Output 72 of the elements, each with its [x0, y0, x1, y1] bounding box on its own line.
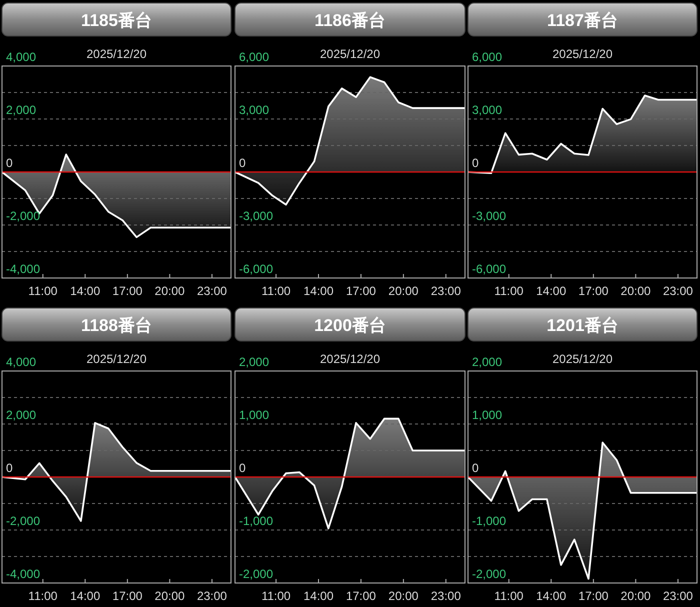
- y-tick-label: 0: [6, 156, 13, 170]
- y-tick-label: -1,000: [239, 514, 274, 528]
- x-tick-label: 23:00: [430, 589, 462, 603]
- x-tick-label: 14:00: [303, 284, 334, 298]
- y-tick-label: 0: [239, 461, 246, 476]
- x-tick-label: 17:00: [112, 284, 143, 298]
- chart-subtitle: 2025/12/20: [320, 352, 380, 366]
- y-tick-label: 0: [472, 461, 479, 476]
- x-tick-label: 11:00: [494, 589, 524, 603]
- x-tick-label: 23:00: [196, 284, 228, 298]
- x-tick-label: 11:00: [261, 284, 291, 298]
- x-tick-label: 23:00: [430, 284, 462, 298]
- y-tick-label: 4,000: [6, 355, 36, 370]
- x-tick-label: 23:00: [662, 589, 694, 603]
- y-tick-label: 2,000: [6, 408, 36, 422]
- y-tick-label: 6,000: [472, 50, 502, 64]
- y-tick-label: 0: [239, 156, 246, 170]
- chart-subtitle: 2025/12/20: [552, 352, 613, 366]
- chart-title: 1187番台: [547, 11, 618, 30]
- y-tick-label: -6,000: [239, 262, 274, 276]
- chart-title: 1201番台: [546, 316, 618, 335]
- x-tick-label: 14:00: [536, 589, 566, 603]
- chart-subtitle: 2025/12/20: [86, 352, 147, 366]
- y-tick-label: -2,000: [6, 514, 40, 528]
- x-tick-label: 17:00: [578, 284, 609, 298]
- x-tick-label: 23:00: [662, 284, 694, 298]
- x-tick-label: 14:00: [536, 284, 566, 298]
- x-tick-label: 11:00: [494, 284, 524, 298]
- chart-title: 1188番台: [81, 316, 152, 335]
- chart-subtitle: 2025/12/20: [320, 47, 380, 61]
- chart-title: 1186番台: [314, 11, 386, 30]
- chart-title: 1185番台: [81, 11, 152, 30]
- x-tick-label: 23:00: [196, 589, 228, 603]
- y-tick-label: -2,000: [472, 567, 506, 582]
- x-tick-label: 20:00: [154, 284, 186, 298]
- y-tick-label: -4,000: [6, 567, 40, 582]
- x-tick-label: 14:00: [70, 284, 100, 298]
- y-tick-label: -4,000: [6, 262, 40, 276]
- x-tick-label: 20:00: [154, 589, 186, 603]
- y-tick-label: -2,000: [6, 209, 40, 224]
- x-tick-label: 17:00: [346, 589, 376, 603]
- x-tick-label: 20:00: [388, 589, 419, 603]
- y-tick-label: -3,000: [472, 209, 506, 224]
- y-tick-label: 3,000: [472, 103, 502, 118]
- chart-title: 1200番台: [314, 316, 386, 335]
- y-tick-label: 2,000: [472, 355, 502, 370]
- y-tick-label: -6,000: [472, 262, 506, 276]
- y-tick-label: 1,000: [239, 408, 270, 422]
- x-tick-label: 17:00: [112, 589, 143, 603]
- x-tick-label: 11:00: [28, 284, 58, 298]
- chart-subtitle: 2025/12/20: [86, 47, 147, 61]
- y-tick-label: 0: [6, 461, 13, 476]
- x-tick-label: 20:00: [620, 589, 652, 603]
- y-tick-label: 0: [472, 156, 479, 170]
- x-tick-label: 11:00: [261, 589, 291, 603]
- x-tick-label: 17:00: [346, 284, 376, 298]
- x-tick-label: 20:00: [388, 284, 419, 298]
- y-tick-label: 6,000: [239, 50, 270, 64]
- y-tick-label: 3,000: [239, 103, 270, 118]
- y-tick-label: -1,000: [472, 514, 506, 528]
- x-tick-label: 14:00: [303, 589, 334, 603]
- x-tick-label: 17:00: [578, 589, 609, 603]
- x-tick-label: 11:00: [28, 589, 58, 603]
- y-tick-label: -2,000: [239, 567, 274, 582]
- chart-subtitle: 2025/12/20: [552, 47, 613, 61]
- y-tick-label: -3,000: [239, 209, 274, 224]
- y-tick-label: 2,000: [6, 103, 36, 118]
- x-tick-label: 14:00: [70, 589, 100, 603]
- y-tick-label: 1,000: [472, 408, 502, 422]
- y-tick-label: 2,000: [239, 355, 270, 370]
- y-tick-label: 4,000: [6, 50, 36, 64]
- x-tick-label: 20:00: [620, 284, 652, 298]
